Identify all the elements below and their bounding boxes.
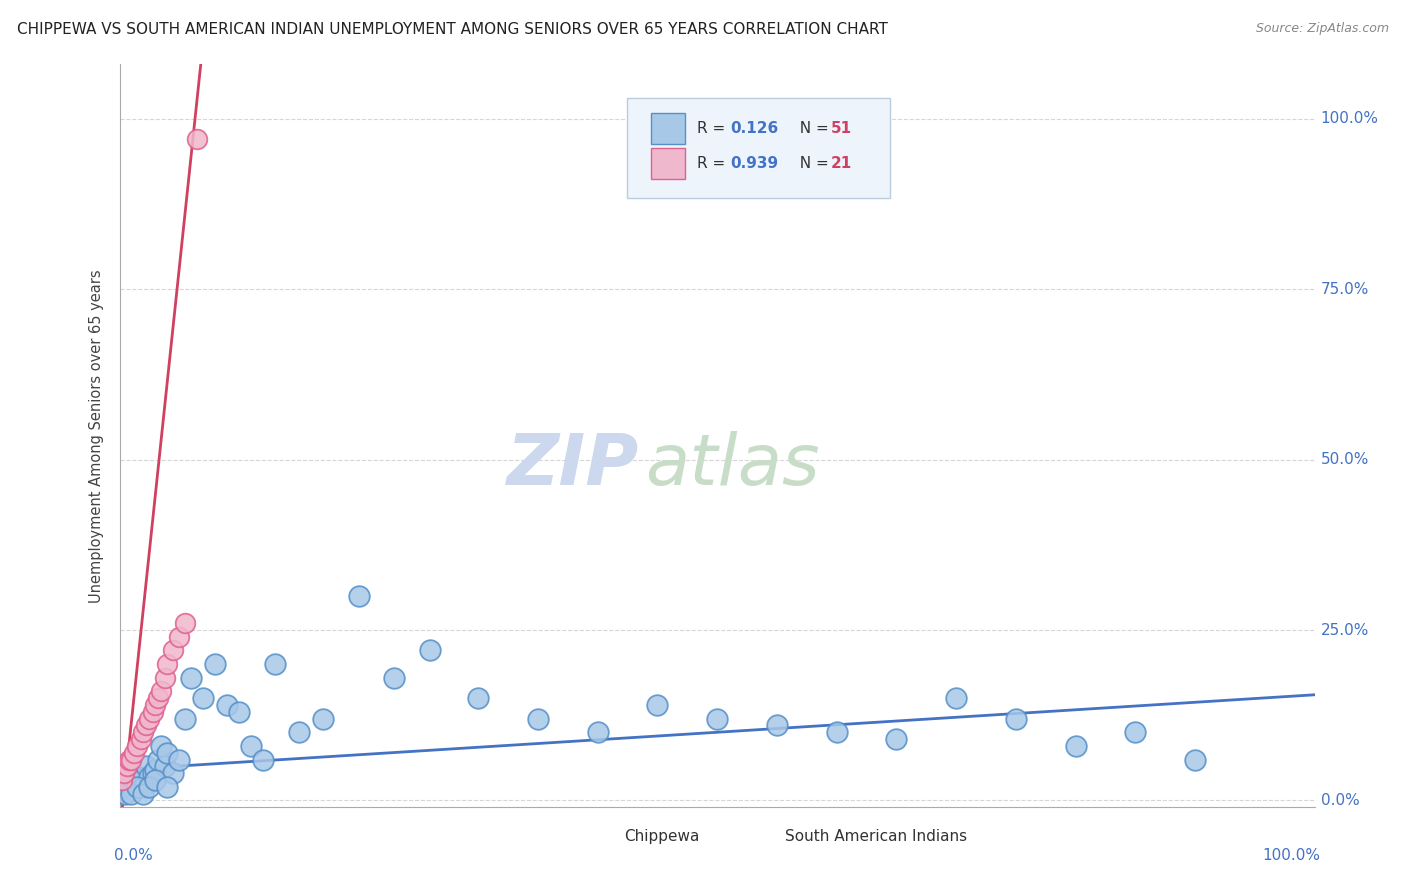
- Point: [138, 712, 160, 726]
- Point: [186, 132, 208, 146]
- Point: [647, 698, 669, 712]
- Text: 0.939: 0.939: [730, 156, 779, 171]
- Point: [145, 698, 166, 712]
- Point: [122, 783, 145, 797]
- Point: [129, 772, 152, 787]
- Point: [347, 589, 370, 603]
- Point: [156, 657, 179, 672]
- Point: [145, 772, 166, 787]
- FancyBboxPatch shape: [627, 97, 890, 198]
- Text: R =: R =: [697, 121, 730, 136]
- Point: [146, 753, 169, 767]
- Point: [162, 766, 184, 780]
- Point: [174, 616, 197, 631]
- Point: [132, 780, 155, 794]
- Text: 0.0%: 0.0%: [1320, 793, 1360, 808]
- Text: R =: R =: [697, 156, 730, 171]
- Point: [135, 759, 157, 773]
- Bar: [754, 826, 779, 848]
- Point: [132, 787, 155, 801]
- Point: [174, 712, 197, 726]
- Point: [312, 712, 335, 726]
- Point: [129, 732, 152, 747]
- Point: [586, 725, 609, 739]
- Point: [156, 780, 179, 794]
- Point: [121, 787, 143, 801]
- Text: 0.0%: 0.0%: [114, 848, 152, 863]
- Point: [191, 691, 215, 706]
- Point: [153, 759, 176, 773]
- Point: [111, 772, 134, 787]
- Point: [127, 780, 149, 794]
- Point: [138, 770, 160, 784]
- Point: [112, 766, 135, 780]
- Point: [156, 746, 179, 760]
- Text: Source: ZipAtlas.com: Source: ZipAtlas.com: [1256, 22, 1389, 36]
- Point: [121, 753, 143, 767]
- Point: [115, 759, 138, 773]
- Point: [118, 753, 141, 767]
- Point: [264, 657, 287, 672]
- Point: [146, 691, 169, 706]
- Text: 100.0%: 100.0%: [1320, 112, 1379, 127]
- Text: 75.0%: 75.0%: [1320, 282, 1369, 297]
- Point: [766, 718, 789, 732]
- Point: [204, 657, 226, 672]
- Point: [121, 766, 143, 780]
- Point: [114, 787, 136, 801]
- Point: [239, 739, 263, 753]
- Point: [527, 712, 550, 726]
- Point: [162, 643, 184, 657]
- Bar: [651, 113, 685, 145]
- Text: Chippewa: Chippewa: [624, 830, 699, 845]
- Point: [1004, 712, 1026, 726]
- Point: [217, 698, 239, 712]
- Point: [142, 766, 165, 780]
- Y-axis label: Unemployment Among Seniors over 65 years: Unemployment Among Seniors over 65 years: [89, 268, 104, 603]
- Text: 21: 21: [831, 156, 852, 171]
- Point: [150, 684, 173, 698]
- Point: [1125, 725, 1147, 739]
- Point: [127, 776, 149, 790]
- Point: [1184, 753, 1206, 767]
- Point: [135, 718, 157, 732]
- Point: [142, 705, 165, 719]
- Point: [138, 780, 160, 794]
- Point: [169, 753, 191, 767]
- Point: [945, 691, 967, 706]
- Text: 0.126: 0.126: [730, 121, 779, 136]
- Point: [382, 671, 406, 685]
- Point: [419, 643, 441, 657]
- Point: [252, 753, 274, 767]
- Text: ZIP: ZIP: [508, 431, 640, 500]
- Text: N =: N =: [790, 121, 834, 136]
- Bar: [592, 826, 617, 848]
- Point: [127, 739, 149, 753]
- Point: [180, 671, 202, 685]
- Point: [825, 725, 848, 739]
- Point: [1064, 739, 1087, 753]
- Point: [118, 780, 141, 794]
- Text: 51: 51: [831, 121, 852, 136]
- Text: 100.0%: 100.0%: [1263, 848, 1320, 863]
- Point: [122, 746, 145, 760]
- Point: [706, 712, 728, 726]
- Text: South American Indians: South American Indians: [785, 830, 967, 845]
- Bar: [651, 148, 685, 179]
- Point: [114, 772, 136, 787]
- Text: N =: N =: [790, 156, 834, 171]
- Point: [169, 630, 191, 644]
- Text: 25.0%: 25.0%: [1320, 623, 1369, 638]
- Text: CHIPPEWA VS SOUTH AMERICAN INDIAN UNEMPLOYMENT AMONG SENIORS OVER 65 YEARS CORRE: CHIPPEWA VS SOUTH AMERICAN INDIAN UNEMPL…: [17, 22, 887, 37]
- Point: [228, 705, 250, 719]
- Text: 50.0%: 50.0%: [1320, 452, 1369, 467]
- Point: [467, 691, 489, 706]
- Point: [886, 732, 908, 747]
- Point: [150, 739, 173, 753]
- Text: atlas: atlas: [645, 431, 820, 500]
- Point: [153, 671, 176, 685]
- Point: [145, 763, 166, 777]
- Point: [132, 725, 155, 739]
- Point: [288, 725, 311, 739]
